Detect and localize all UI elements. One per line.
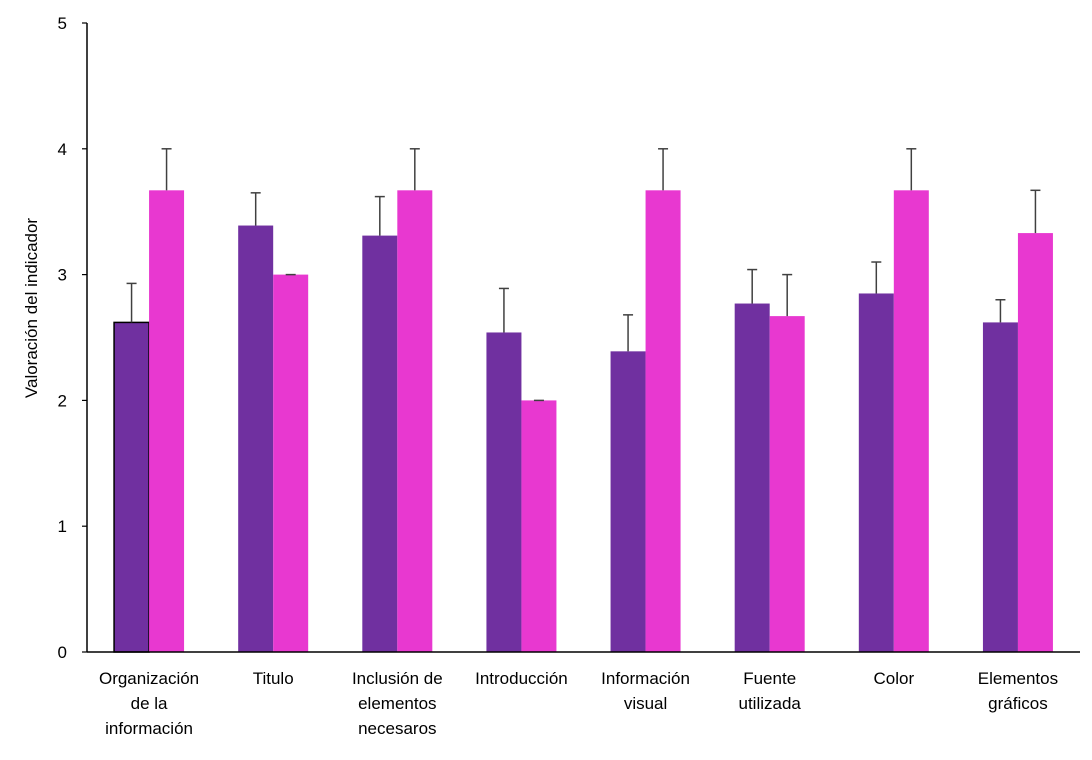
bar-series2-cat4 [521, 400, 557, 652]
error-bar-series1-cat7 [871, 261, 882, 294]
bar-series2-cat5 [645, 190, 681, 652]
error-bar-series1-cat5 [623, 314, 634, 352]
bar-series1-cat7 [858, 293, 894, 652]
error-bar-series1-cat6 [747, 268, 758, 304]
bar-series1-cat6 [734, 303, 770, 652]
y-tick-label: 5 [58, 14, 67, 33]
x-category-label: Organización de la información [99, 669, 199, 738]
x-category-label: Fuente utilizada [739, 669, 802, 713]
error-bar-series1-cat4 [498, 287, 509, 333]
x-category-label: Inclusión de elementos necesaros [352, 669, 443, 738]
y-tick-label: 3 [58, 266, 67, 285]
x-category-label: Color [874, 669, 915, 688]
bar-series1-cat1 [113, 321, 150, 653]
x-category-label: Titulo [253, 669, 294, 688]
error-bar-series2-cat5 [658, 148, 669, 191]
error-bar-series2-cat6 [782, 273, 793, 317]
bar-series2-cat3 [397, 190, 433, 652]
bar-series2-cat8 [1017, 233, 1053, 652]
error-bar-series1-cat3 [374, 195, 385, 236]
error-bar-series2-cat1 [161, 148, 172, 191]
y-tick-label: 0 [58, 643, 67, 662]
error-bar-series2-cat8 [1030, 189, 1041, 234]
bar-series2-cat7 [893, 190, 929, 652]
bar-series1-cat8 [982, 322, 1018, 652]
bar-series2-cat6 [769, 316, 805, 652]
error-bar-series1-cat1 [126, 282, 137, 323]
bar-series1-cat3 [362, 235, 398, 653]
y-axis-title: Valoración del indicador [22, 218, 41, 399]
bar-series1-cat5 [610, 351, 646, 652]
y-tick-label: 4 [58, 140, 67, 159]
error-bar-series2-cat7 [906, 148, 917, 191]
bar-series1-cat2 [238, 225, 274, 652]
x-category-label: Introducción [475, 669, 568, 688]
error-bar-series2-cat3 [409, 148, 420, 191]
y-tick-label: 1 [58, 517, 67, 536]
x-category-label: Información visual [601, 669, 690, 713]
error-bar-series1-cat2 [250, 192, 261, 226]
y-tick-label: 2 [58, 391, 67, 410]
bar-series2-cat1 [149, 190, 185, 652]
x-category-label: Elementos gráficos [978, 669, 1058, 713]
bar-series2-cat2 [273, 274, 309, 652]
error-bar-series1-cat8 [995, 299, 1006, 323]
bar-series1-cat4 [486, 332, 522, 652]
